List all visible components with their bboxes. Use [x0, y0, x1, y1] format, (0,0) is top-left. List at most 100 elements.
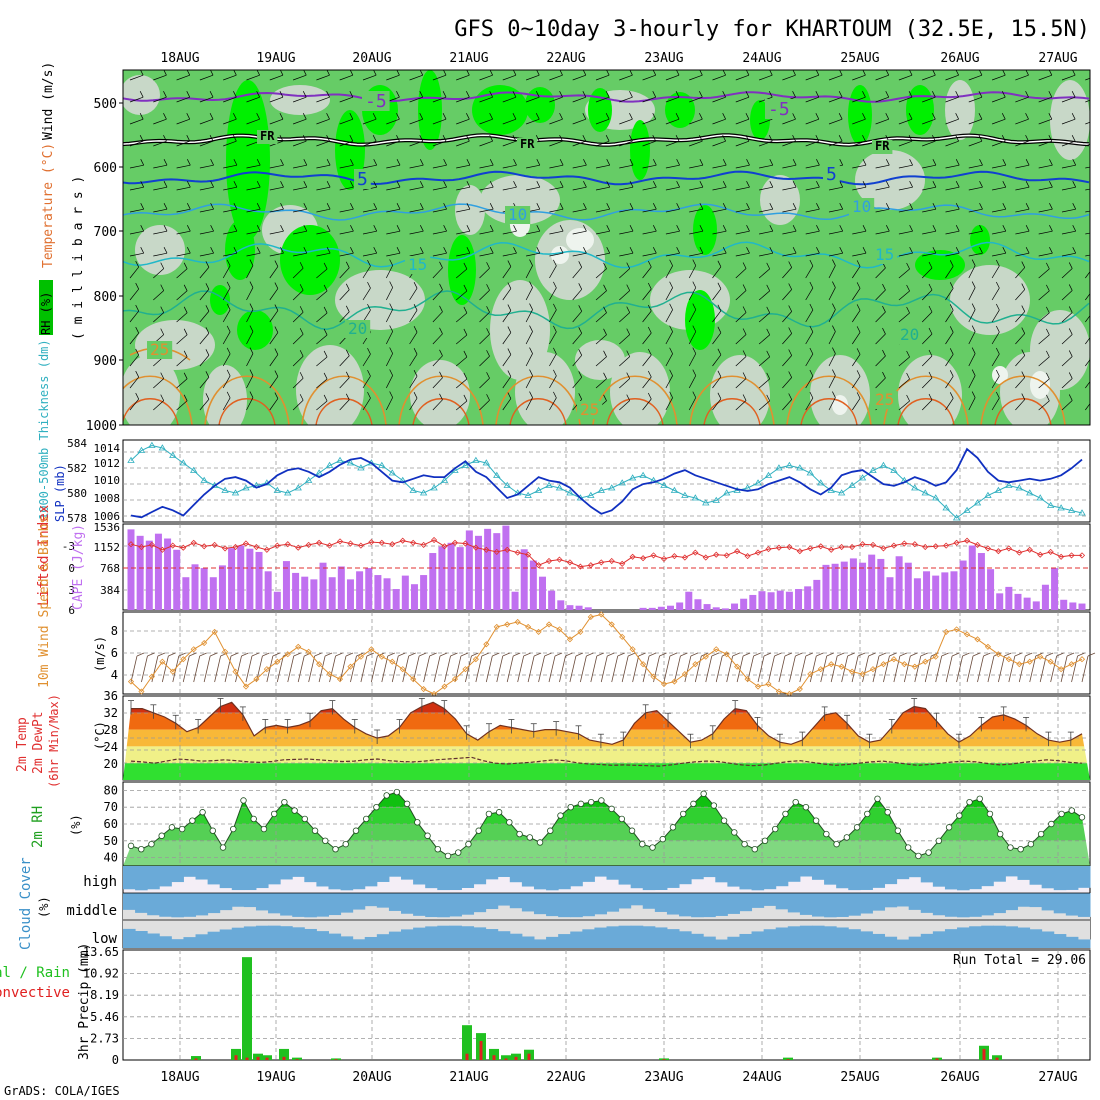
rh-series [130, 791, 1083, 857]
contour-label: 10 [852, 197, 871, 216]
thickness-point [472, 456, 480, 463]
rh-point [475, 827, 482, 834]
wind-point [1005, 656, 1012, 663]
rh-point [894, 827, 902, 834]
wind-point [556, 626, 563, 633]
li-point [744, 553, 751, 560]
li-point [807, 545, 814, 552]
thickness-point [1015, 484, 1024, 491]
cape-bar [255, 551, 263, 610]
rh-point [199, 809, 206, 816]
cloud-high-bar [811, 866, 825, 880]
thickness-point [284, 489, 292, 496]
top-date-axis: 18AUG 19AUG 20AUG 21AUG 22AUG 23AUG 24AUG 25AUG… [160, 51, 1077, 66]
precip-bars [191, 957, 1002, 1060]
cape-bar [1041, 584, 1049, 610]
cloud-mid-bar [679, 893, 692, 917]
cloud-low-bar [666, 929, 680, 948]
wind-point [911, 663, 918, 670]
li-point [1026, 546, 1033, 553]
cloud-high-bar [135, 866, 148, 891]
cloud-low-bar [171, 939, 184, 948]
wind-point [201, 639, 208, 647]
date-label-top: 25AUG [840, 51, 879, 66]
temp-axis-label-3: (6hr Min/Max) [47, 694, 61, 788]
rh-point [1058, 810, 1065, 818]
wind-point [127, 678, 135, 685]
cape-bar [667, 605, 675, 610]
precip-tick-label: 5.46 [90, 1010, 119, 1024]
cape-bar [804, 586, 812, 610]
cape-bar [895, 556, 903, 610]
cloud-high-bar [691, 866, 704, 880]
cloud-low-bar [715, 939, 728, 948]
rh-point [782, 810, 789, 818]
wind-point [368, 646, 375, 653]
chart-title: GFS 0~10day 3-hourly for KHARTOUM (32.5E… [454, 17, 1090, 42]
li-point [723, 552, 730, 559]
cape-bar [383, 578, 391, 610]
date-label-bottom: 26AUG [940, 1070, 979, 1085]
temp-series [131, 701, 1083, 745]
cape-bar [822, 564, 830, 610]
cloud-low-bar [376, 934, 390, 948]
wind-tick-label: 8 [111, 624, 118, 638]
rh-point [884, 809, 891, 816]
cloud-low-bar [654, 927, 668, 948]
pressure-tick-label: 1000 [86, 419, 117, 434]
rh-point [322, 837, 329, 844]
thickness-point [503, 481, 511, 488]
li-point [201, 543, 208, 550]
date-label-top: 19AUG [256, 51, 295, 66]
cloud-mid-bar [848, 893, 861, 916]
cape-bar [959, 560, 967, 610]
li-point [754, 549, 762, 556]
cape-bar [365, 568, 373, 610]
slp-axis-label: SLP (mb) [53, 464, 67, 522]
rh-point [598, 797, 605, 804]
cape-bar [795, 589, 803, 610]
precip-total-bar [501, 1055, 511, 1060]
wind-point [587, 613, 594, 621]
rh-point [833, 840, 840, 848]
cloud-high-bar [195, 866, 209, 880]
li-tick-label: 0 [68, 562, 75, 575]
slp-tick-label: 1010 [94, 474, 121, 487]
cloud-mid-bar [280, 893, 293, 916]
li-point [890, 542, 897, 549]
cape-bar [968, 545, 976, 610]
cloud-high-bar [751, 866, 765, 891]
thickness-tick-label: 580 [67, 487, 87, 500]
li-tick-label: -3 [62, 540, 75, 553]
pressure-tick-label: 700 [94, 225, 117, 240]
temperature-panel: 36 32 28 24 20 [104, 689, 1091, 781]
cloud-mid-bar [195, 893, 209, 916]
cloud-high-bar [328, 866, 342, 890]
li-point [556, 556, 563, 563]
cloud-high-bar [606, 866, 620, 880]
cape-bar [447, 542, 455, 610]
li-point [263, 546, 270, 553]
rh-point [250, 815, 257, 823]
cape-bar [575, 605, 583, 610]
rh-point [925, 849, 932, 856]
li-point [472, 544, 479, 551]
rh-tick-label: 80 [104, 783, 118, 797]
cape-bar [996, 593, 1004, 610]
li-point [389, 541, 396, 548]
contour-labels: -5 -5 FR FR FR 5 5 10 10 15 15 20 20 25 25 25 [147, 91, 923, 419]
temp-tick-label: 24 [104, 740, 118, 754]
thickness-point [921, 489, 929, 496]
cloud-low-bar [1065, 936, 1079, 948]
wind-point [932, 653, 939, 660]
cape-bar [246, 548, 254, 610]
cape-bar [1060, 599, 1068, 610]
thickness-point [169, 451, 177, 458]
li-point [138, 543, 145, 551]
date-label-top: 23AUG [644, 51, 683, 66]
rh-point [332, 846, 339, 853]
cloud-mid-bar [582, 893, 595, 917]
precip-tick-label: 13.65 [83, 945, 119, 959]
rh-point [219, 844, 227, 851]
rh-point [812, 817, 820, 824]
